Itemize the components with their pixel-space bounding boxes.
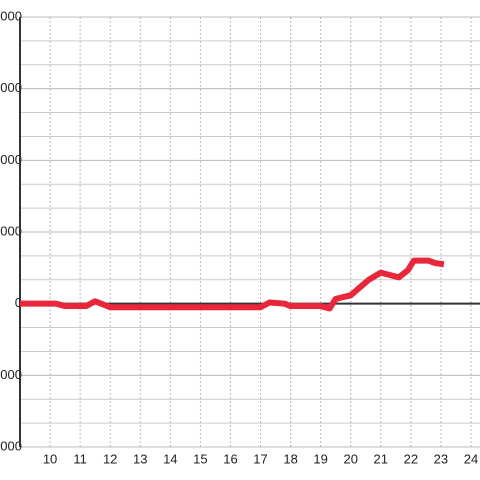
x-tick-label: 23 [434, 451, 448, 466]
x-tick-label: 10 [43, 451, 57, 466]
y-tick-label: 3,000 [0, 223, 22, 238]
x-tick-label: 20 [343, 451, 357, 466]
y-tick-label: -6,000 [0, 438, 22, 453]
y-tick-label: 0 [15, 295, 22, 310]
y-tick-label: 6,000 [0, 152, 22, 167]
line-series [20, 257, 445, 312]
y-tick-label: 12,000 [0, 8, 22, 23]
x-tick-label: 22 [404, 451, 418, 466]
y-tick-label: 9,000 [0, 80, 22, 95]
x-tick-label: 16 [223, 451, 237, 466]
x-tick-label: 21 [374, 451, 388, 466]
y-tick-label: -3,000 [0, 367, 22, 382]
x-tick-label: 17 [253, 451, 267, 466]
x-tick-label: 12 [103, 451, 117, 466]
x-tick-label: 18 [283, 451, 297, 466]
x-tick-label: 19 [313, 451, 327, 466]
x-tick-label: 15 [193, 451, 207, 466]
x-tick-label: 24 [464, 451, 478, 466]
x-tick-label: 13 [133, 451, 147, 466]
x-tick-label: 14 [163, 451, 177, 466]
x-tick-label: 11 [73, 451, 87, 466]
